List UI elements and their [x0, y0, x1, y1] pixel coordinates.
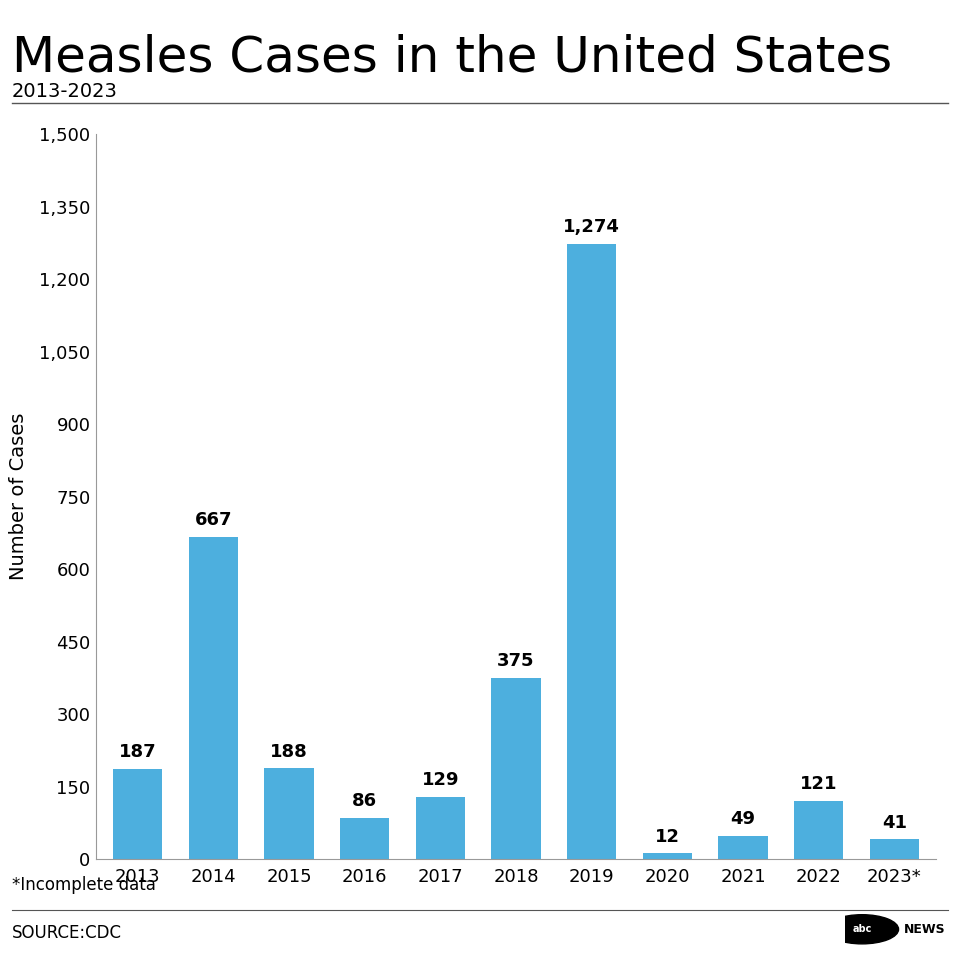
Bar [567, 244, 616, 859]
Text: 121: 121 [800, 775, 837, 793]
Text: 86: 86 [352, 792, 377, 810]
Text: 1,274: 1,274 [564, 218, 620, 236]
Bar [189, 537, 238, 859]
Bar [643, 853, 692, 859]
Bar [492, 678, 540, 859]
Bar [264, 768, 314, 859]
Text: abc: abc [852, 924, 872, 934]
Text: NEWS: NEWS [904, 923, 946, 936]
Circle shape [826, 915, 899, 944]
Text: 2013-2023: 2013-2023 [12, 82, 117, 101]
Text: 129: 129 [421, 771, 459, 789]
Text: 187: 187 [119, 743, 156, 761]
Bar [870, 839, 919, 859]
Text: 667: 667 [195, 511, 232, 529]
Bar [340, 818, 389, 859]
Bar [794, 801, 843, 859]
Text: 49: 49 [731, 810, 756, 828]
Text: 41: 41 [882, 814, 907, 831]
Text: *Incomplete data: *Incomplete data [12, 876, 156, 894]
Text: SOURCE:CDC: SOURCE:CDC [12, 924, 122, 942]
Text: 12: 12 [655, 828, 680, 846]
Text: Measles Cases in the United States: Measles Cases in the United States [12, 34, 892, 82]
Bar [416, 797, 465, 859]
Bar [718, 835, 768, 859]
Bar [113, 769, 162, 859]
Text: 375: 375 [497, 652, 535, 670]
Y-axis label: Number of Cases: Number of Cases [9, 413, 28, 581]
Text: 188: 188 [270, 743, 308, 760]
